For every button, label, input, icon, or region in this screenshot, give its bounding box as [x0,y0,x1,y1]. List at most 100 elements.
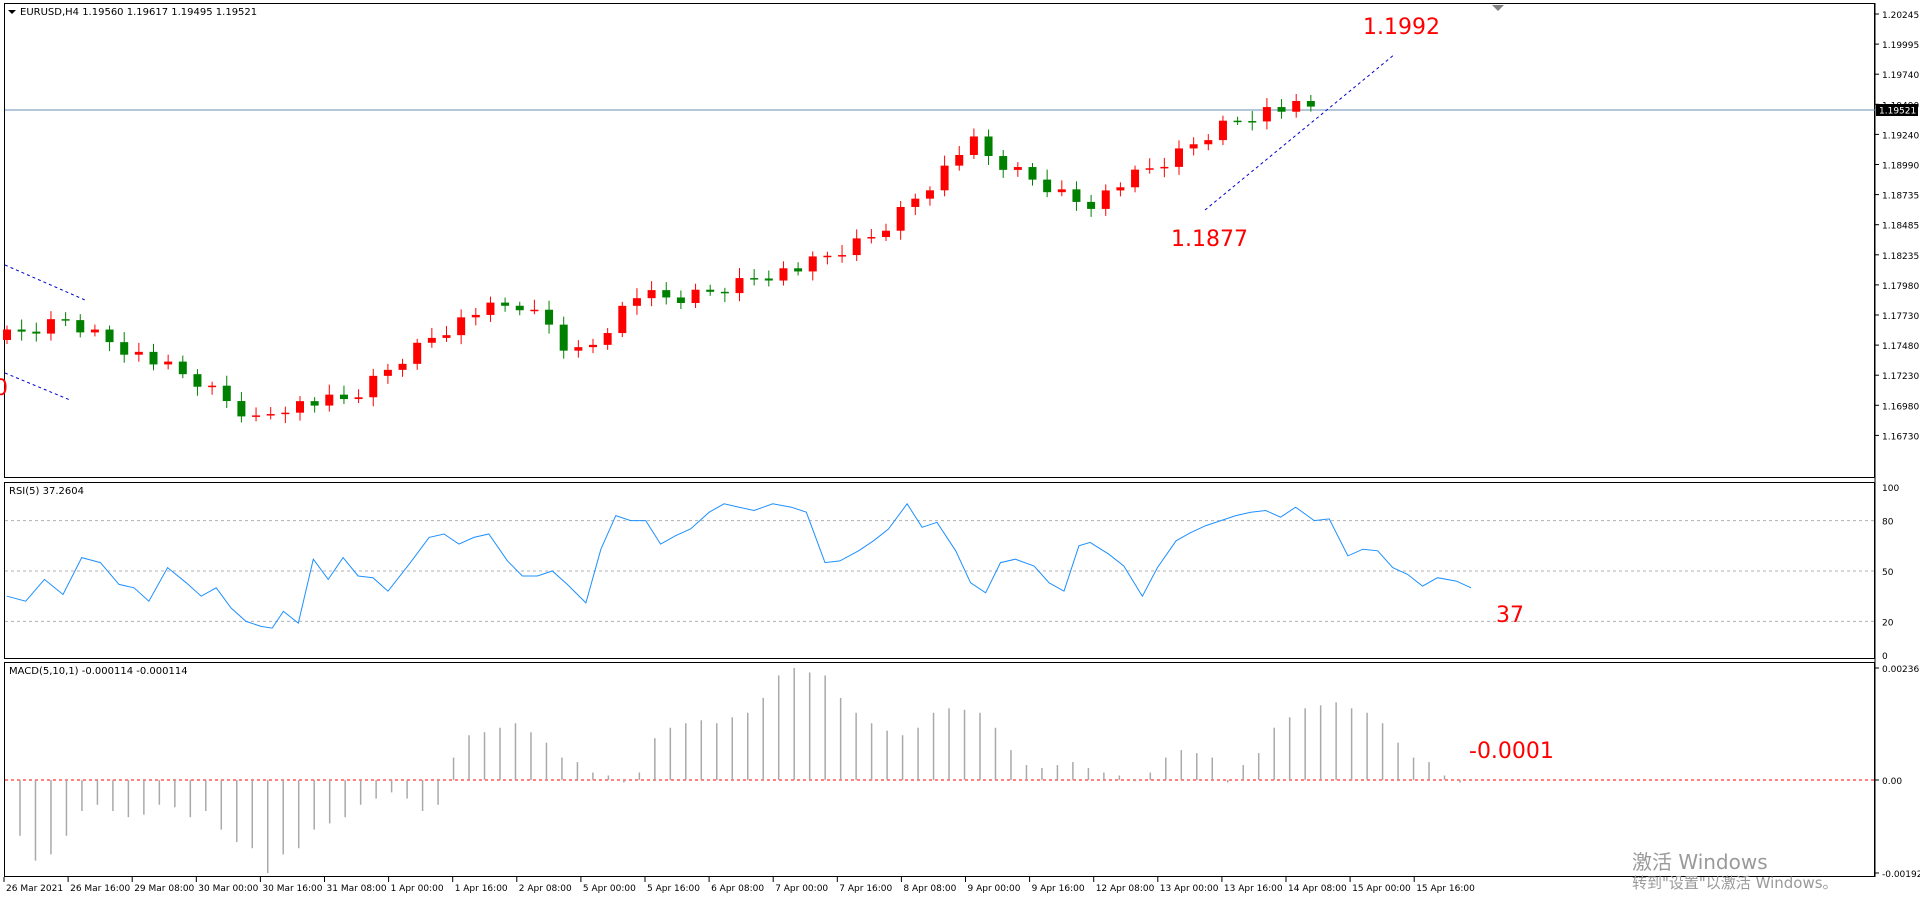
candle-body [3,329,11,340]
candle-body [545,309,554,325]
candle-body [1292,101,1301,112]
candle-body [1087,201,1096,209]
candle-body [339,394,348,400]
time-axis-label: 7 Apr 16:00 [839,884,892,894]
candle-body [969,136,978,155]
symbol-dropdown-icon[interactable] [8,10,16,14]
candle-body [852,238,861,256]
candle-body [515,305,524,311]
time-axis-label: 29 Mar 08:00 [134,884,194,894]
candle-body [867,237,876,239]
candle-body [574,347,583,351]
candle-body [383,369,392,376]
trendline[interactable] [4,264,86,301]
chart-shift-marker[interactable] [1492,5,1504,11]
candle-body [442,335,451,338]
candle-body [603,333,612,345]
symbol-header: EURUSD,H4 1.19560 1.19617 1.19495 1.1952… [20,7,257,18]
candle-body [823,255,832,258]
price-axis-label: 1.16980 [1882,402,1919,412]
time-axis-label: 30 Mar 00:00 [198,884,258,894]
price-axis-label: 1.18235 [1882,252,1919,262]
candle-body [1131,169,1140,188]
candle-body [413,342,422,364]
time-axis-label: 26 Mar 2021 [6,884,63,894]
candle-body [76,320,85,333]
candle-body [1233,120,1242,123]
candle-body [208,385,217,388]
candle-body [911,198,920,207]
candle-body [105,329,114,343]
macd-axis-label: 0.00 [1882,777,1902,787]
price-axis-label: 1.19995 [1882,41,1919,51]
candle-body [896,206,905,231]
candle-body [178,361,187,375]
trendline[interactable] [1204,53,1396,211]
candle-body [46,319,55,334]
time-axis-label: 13 Apr 00:00 [1160,884,1219,894]
time-axis-label: 1 Apr 00:00 [391,884,444,894]
candle-body [164,361,173,365]
candle-body [589,344,597,348]
candle-body [618,305,627,334]
left-edge-label: 0 [0,376,8,401]
candle-body [676,297,685,303]
candle-body [1204,140,1213,145]
price-axis-label: 1.17230 [1882,372,1919,382]
rsi-header: RSI(5) 37.2604 [9,486,84,497]
time-axis-label: 8 Apr 08:00 [903,884,956,894]
candle-body [486,302,495,315]
candle-body [720,291,729,294]
candle-body [764,278,773,281]
time-axis-label: 1 Apr 16:00 [455,884,508,894]
candle-body [1262,107,1271,122]
time-axis-label: 9 Apr 00:00 [968,884,1021,894]
rsi-axis-label: 20 [1882,618,1894,628]
activation-watermark-subtitle: 转到"设置"以激活 Windows。 [1632,874,1838,892]
candle-body [838,255,847,257]
time-axis-label: 6 Apr 08:00 [711,884,764,894]
rsi-axis-label: 100 [1882,484,1899,494]
candle-body [281,412,290,415]
candle-body [1277,107,1286,112]
candle-body [17,329,26,332]
time-axis-label: 2 Apr 08:00 [519,884,572,894]
current-price-text: 1.19521 [1879,107,1916,117]
candle-body [691,289,700,303]
price-axis-label: 1.18735 [1882,192,1919,202]
rsi-line [6,502,1472,629]
candle-body [222,385,231,402]
time-axis-label: 30 Mar 16:00 [262,884,322,894]
time-axis-label: 15 Apr 16:00 [1416,884,1475,894]
candle-body [193,374,202,387]
time-axis-label: 14 Apr 08:00 [1288,884,1347,894]
candle-body [427,337,436,343]
candle-body [1072,189,1081,202]
candle-body [1189,144,1198,149]
macd-axis-label: 0.002361 [1882,665,1920,675]
time-axis-label: 31 Mar 08:00 [327,884,387,894]
candle-body [120,342,129,355]
price-axis-label: 1.20245 [1882,11,1919,21]
candle-body [808,256,817,272]
time-axis-label: 15 Apr 00:00 [1352,884,1411,894]
candle-body [940,165,949,191]
macd-header: MACD(5,10,1) -0.000114 -0.000114 [9,666,188,677]
candle-body [149,351,158,365]
candle-body [984,136,993,157]
candle-body [1057,189,1066,193]
candle-body [1248,121,1257,123]
candle-body [325,394,334,406]
price-axis-label: 1.19240 [1882,131,1919,141]
candle-body [647,290,656,299]
candle-body [750,278,759,280]
candle-body [1043,179,1052,193]
candle-body [794,268,803,272]
candle-body [501,302,510,306]
current-price-tag [1876,104,1918,116]
price-axis-label: 1.18990 [1882,162,1919,172]
candle-body [999,156,1008,170]
candle-body [662,290,671,298]
candle-body [632,298,641,306]
